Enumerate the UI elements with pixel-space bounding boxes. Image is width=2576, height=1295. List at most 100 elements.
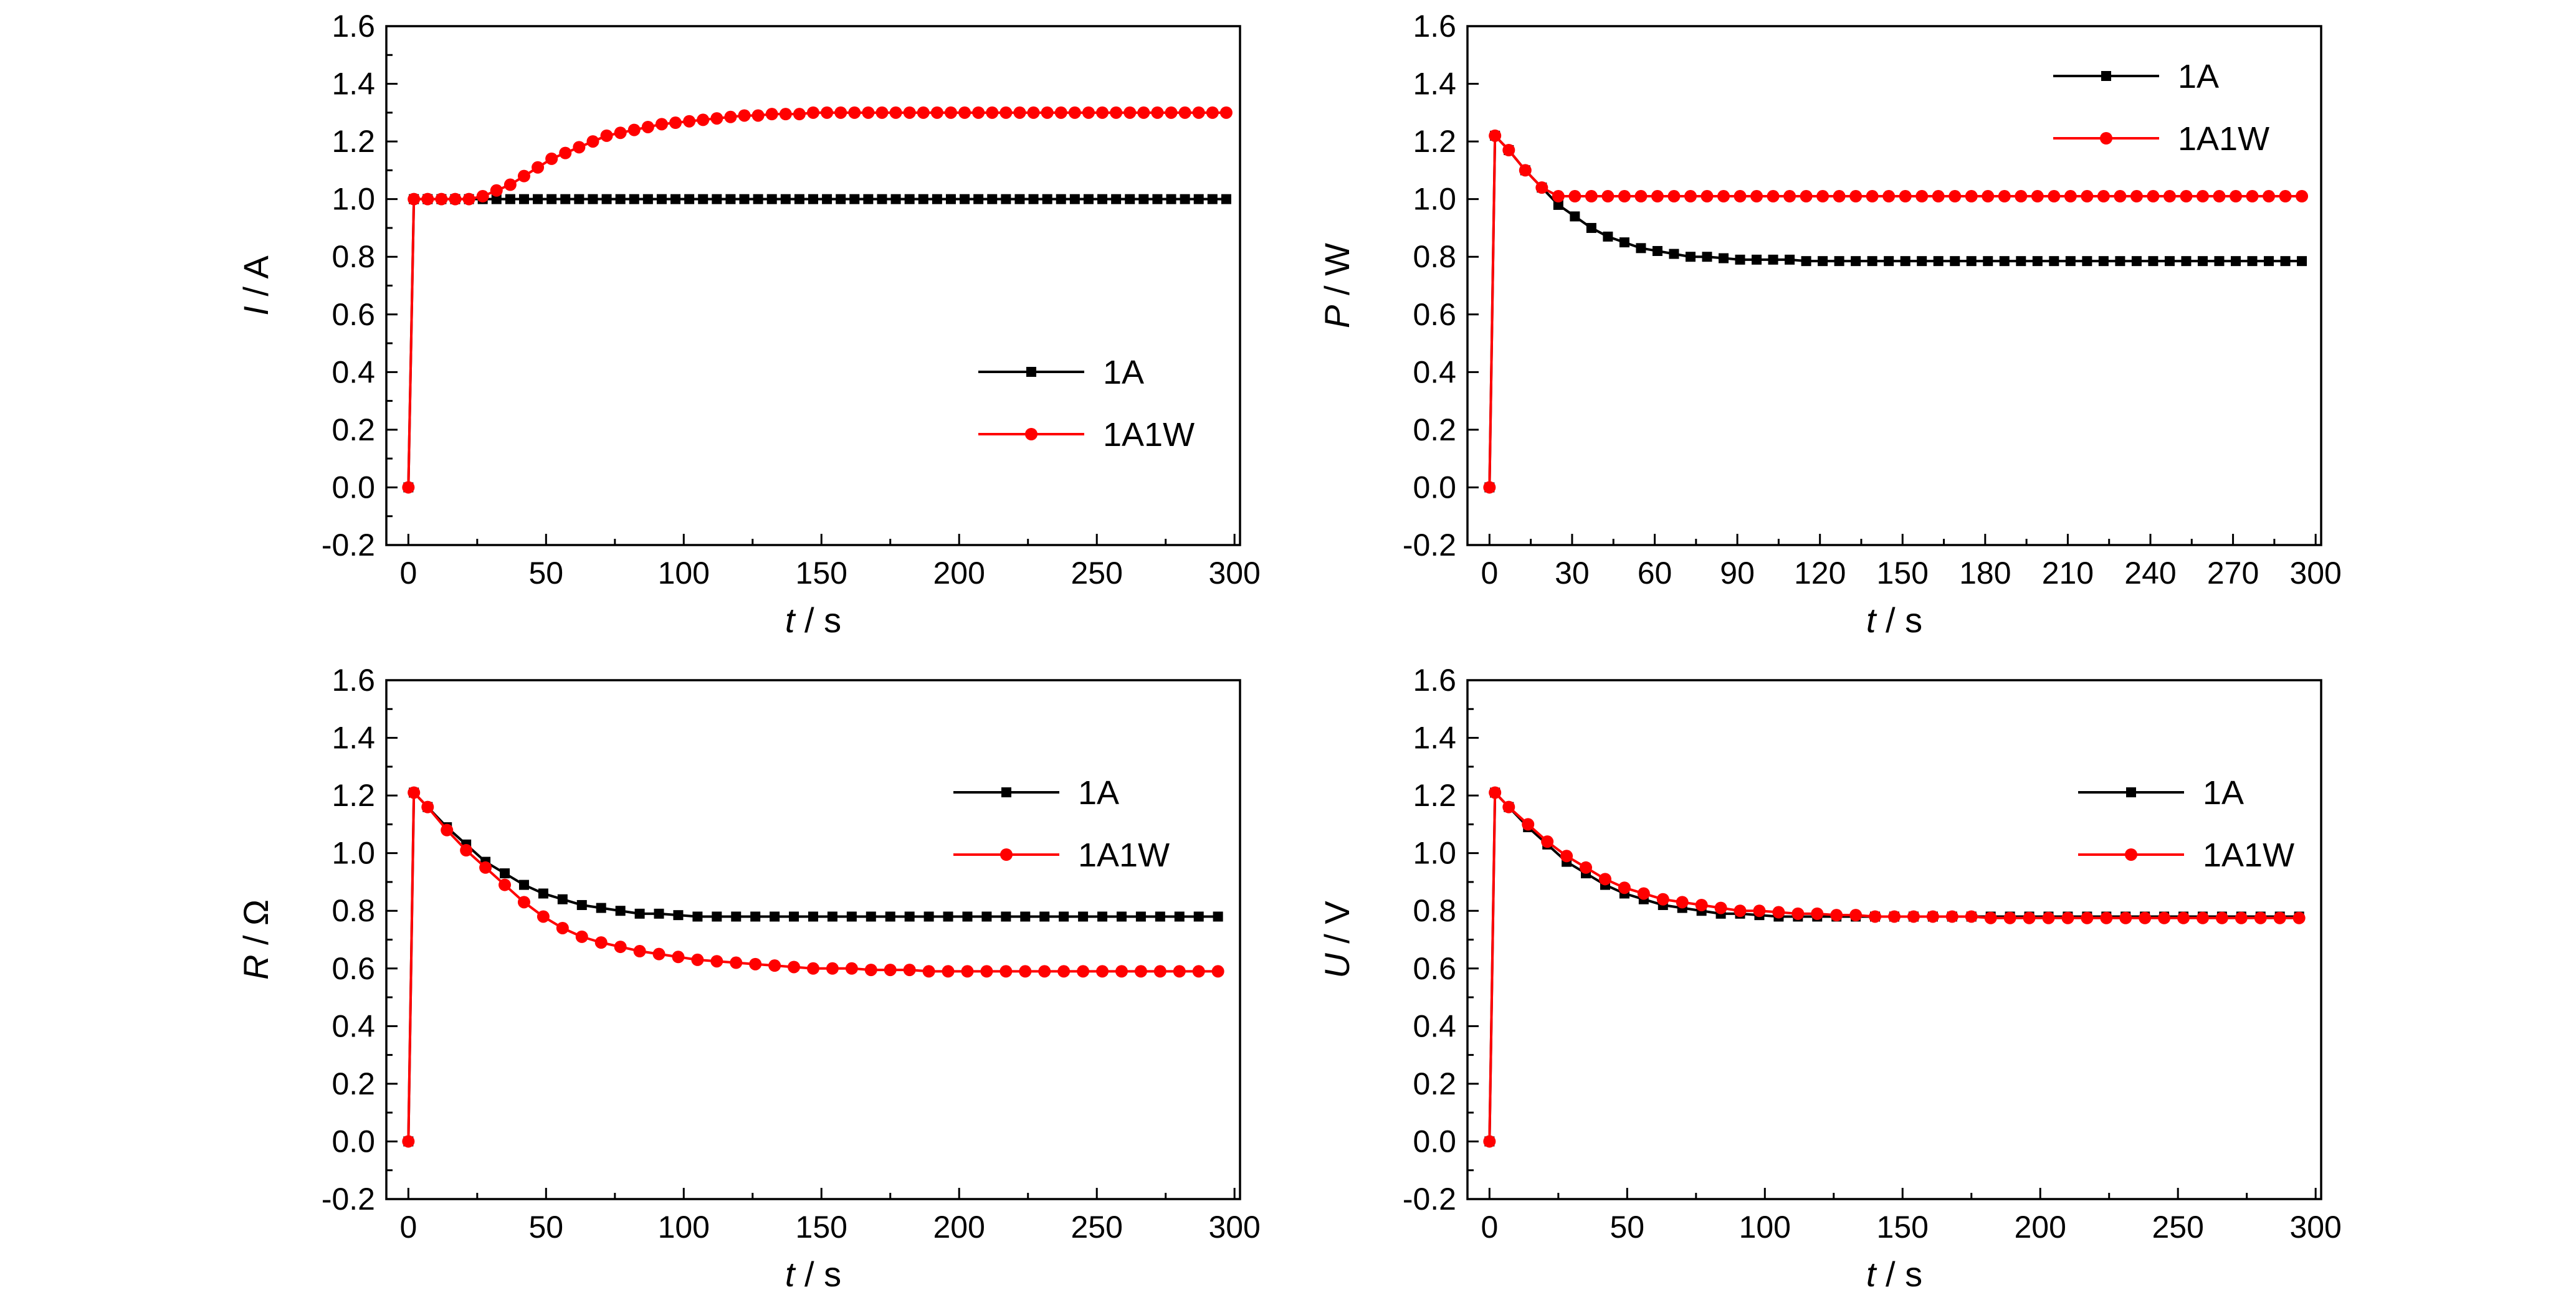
data-point (1123, 106, 1137, 119)
data-point (788, 961, 801, 974)
data-point (2297, 256, 2307, 267)
data-point (999, 106, 1013, 119)
data-point (1702, 252, 1712, 262)
legend-label: 1A (1078, 774, 1119, 812)
data-point (922, 965, 935, 978)
data-point (753, 194, 763, 204)
data-point (1166, 194, 1176, 204)
data-point (866, 911, 876, 922)
data-point (862, 106, 875, 119)
data-point (1998, 190, 2011, 203)
data-point (1056, 194, 1066, 204)
data-point (960, 194, 970, 204)
data-point (1570, 211, 1580, 222)
y-axis-variable: R (236, 955, 275, 980)
data-point (560, 194, 571, 204)
x-tick-label: 50 (1610, 1210, 1645, 1245)
data-point (654, 908, 664, 919)
data-point (1849, 190, 1863, 203)
data-point (1598, 873, 1611, 886)
data-point (730, 956, 743, 969)
data-point (1907, 910, 1920, 923)
data-point (1110, 106, 1123, 119)
data-point (1767, 190, 1780, 203)
data-point (2130, 190, 2143, 203)
data-point (807, 106, 819, 119)
data-point (1849, 909, 1863, 922)
data-point (656, 194, 667, 204)
y-tick-label: 0.6 (1413, 297, 1456, 332)
x-axis-unit: / s (794, 1255, 841, 1294)
x-axis-variable: t (785, 600, 796, 640)
data-point (751, 109, 765, 122)
data-point (2097, 190, 2110, 203)
data-point (932, 194, 942, 204)
data-point (2061, 911, 2074, 924)
x-tick-label: 300 (2289, 1210, 2341, 1245)
data-point (594, 936, 608, 949)
data-point (1489, 786, 1502, 799)
data-point (1811, 907, 1824, 920)
data-point (1884, 256, 1894, 267)
data-point (517, 169, 530, 183)
data-point (545, 152, 558, 165)
data-point (2023, 911, 2036, 924)
data-point (945, 194, 956, 204)
data-point (1695, 898, 1708, 911)
data-point (559, 146, 572, 159)
data-point (1949, 190, 1962, 203)
y-tick-label: -0.2 (1403, 1182, 1456, 1217)
data-point (1180, 194, 1190, 204)
x-tick-label: 150 (796, 556, 847, 591)
y-tick-label: 0.2 (332, 1066, 375, 1101)
x-tick-label: 150 (1877, 556, 1929, 591)
data-point (2235, 911, 2248, 924)
data-point (517, 896, 530, 909)
data-point (505, 194, 515, 204)
x-tick-label: 50 (529, 1210, 564, 1245)
data-point (1489, 129, 1502, 142)
data-point (1834, 256, 1844, 267)
data-point (1211, 965, 1224, 978)
data-point (2164, 256, 2175, 267)
series-1a (1484, 130, 2307, 493)
chart-panel-2: 0 30 60 90 120 150 180 210 240 270 300 -0.2 0.0 0.2 0.… (1317, 9, 2342, 640)
data-point (2163, 190, 2176, 203)
data-point (808, 194, 818, 204)
data-point (2064, 190, 2077, 203)
data-point (2100, 911, 2113, 924)
data-point (499, 878, 512, 891)
data-point (1684, 190, 1697, 203)
data-point (1667, 190, 1681, 203)
data-point (2081, 911, 2094, 924)
data-point (673, 910, 684, 921)
x-tick-label: 60 (1638, 556, 1672, 591)
x-tick-label: 150 (1877, 1210, 1929, 1245)
series-line (1488, 791, 2299, 1142)
data-point (845, 962, 858, 975)
data-point (2119, 911, 2132, 924)
series-line (1488, 134, 2302, 488)
data-point (1207, 194, 1218, 204)
data-point (972, 106, 985, 119)
data-point (987, 194, 998, 204)
data-point (1965, 910, 1978, 923)
data-point (1869, 910, 1882, 923)
data-point (1818, 256, 1828, 267)
data-point (1669, 249, 1679, 259)
data-point (615, 906, 626, 916)
data-point (1038, 965, 1051, 978)
y-tick-label: 1.4 (332, 67, 375, 102)
data-point (710, 112, 723, 125)
x-tick-label: 250 (1071, 556, 1122, 591)
series-1a (1484, 787, 2304, 1147)
data-point (691, 953, 704, 966)
data-point (958, 106, 971, 119)
data-point (1125, 194, 1135, 204)
data-point (2177, 911, 2190, 924)
y-tick-label: 1.0 (332, 182, 375, 217)
data-point (2031, 190, 2044, 203)
y-axis-title: U / V (1317, 901, 1357, 979)
data-point (2254, 911, 2267, 924)
y-tick-label: 0.6 (332, 297, 375, 332)
